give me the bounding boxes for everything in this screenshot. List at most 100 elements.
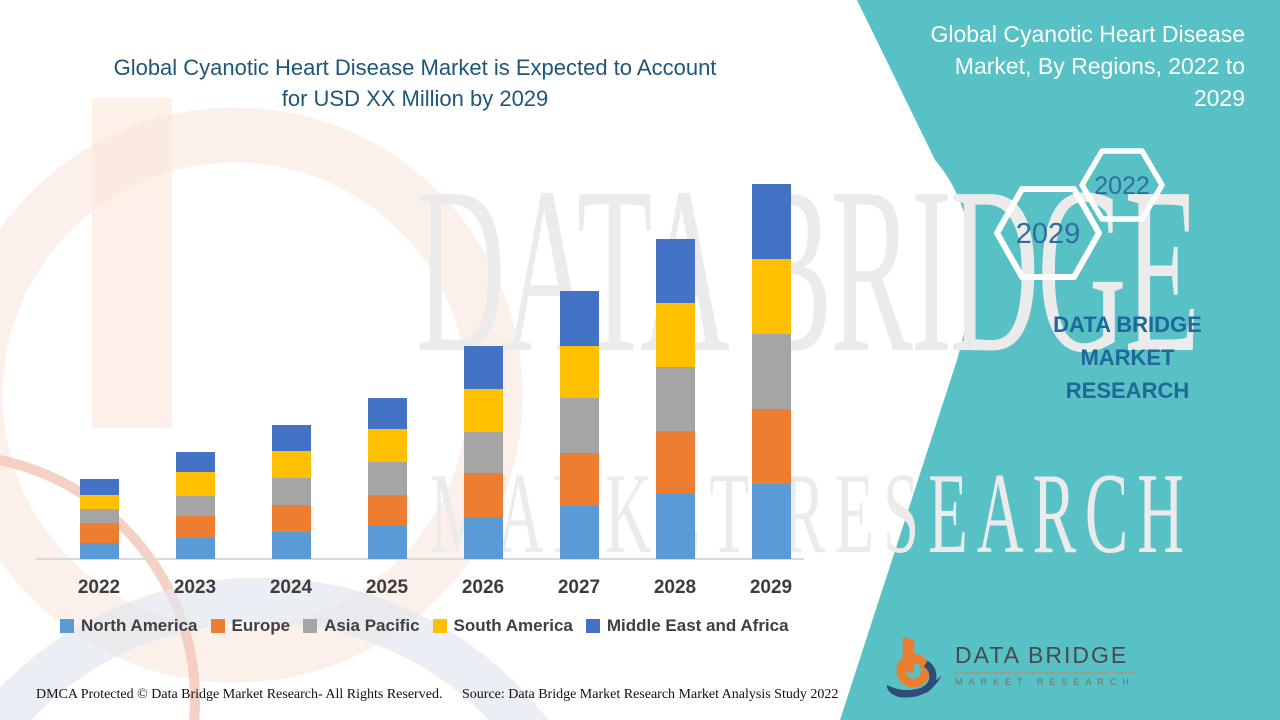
bar-segment	[271, 532, 311, 559]
bar-segment	[559, 291, 599, 346]
legend-label: Europe	[231, 616, 291, 635]
bar-segment	[175, 472, 215, 496]
legend-label: Asia Pacific	[324, 616, 420, 635]
bar-segment	[751, 334, 791, 409]
hexagon-2022	[1079, 148, 1165, 222]
hexagon-2029	[994, 186, 1102, 280]
bar-segment	[367, 398, 407, 429]
bar-segment	[655, 431, 695, 494]
legend-swatch	[210, 619, 225, 633]
bar-segment	[367, 495, 407, 526]
bar-group-2026	[463, 346, 503, 559]
dbmr-logo-icon	[886, 636, 942, 698]
bar-segment	[559, 506, 599, 559]
dbmr-logo-text: DATA BRIDGE MARKET RESEARCH	[955, 642, 1135, 687]
watermark-red-arc	[0, 455, 200, 720]
bar-segment	[271, 478, 311, 505]
bar-group-2027	[559, 291, 599, 559]
legend-label: Middle East and Africa	[606, 616, 789, 635]
legend-swatch	[432, 619, 447, 633]
bar-segment	[79, 523, 119, 543]
bar-group-2024	[271, 425, 311, 559]
legend-item: Europe	[210, 616, 291, 636]
brand-text-line2: RESEARCH	[1065, 378, 1190, 403]
bar-group-2029	[751, 184, 791, 559]
bar-segment	[655, 303, 695, 367]
bar-group-2023	[175, 452, 215, 559]
bar-segment	[463, 389, 503, 432]
x-axis-label: 2026	[461, 577, 505, 598]
legend-label: South America	[453, 616, 573, 635]
footer-dmca-text: DMCA Protected © Data Bridge Market Rese…	[36, 687, 443, 702]
bar-segment	[463, 432, 503, 473]
brand-text-line1: DATA BRIDGE MARKET	[1053, 312, 1202, 370]
bar-segment	[751, 484, 791, 559]
bar-segment	[271, 425, 311, 451]
bar-segment	[559, 453, 599, 506]
x-axis-label: 2028	[653, 577, 697, 598]
hexagon-2029-label: 2029	[1016, 218, 1081, 250]
bar-segment	[271, 451, 311, 478]
bar-segment	[655, 367, 695, 431]
bar-segment	[79, 495, 119, 509]
watermark-gray-arc	[0, 577, 549, 720]
bar-segment	[751, 184, 791, 259]
chart-title-line2: for USD XX Million by 2029	[281, 86, 549, 111]
bar-segment	[463, 473, 503, 517]
bar-segment	[463, 346, 503, 389]
side-panel-title-line3: 2029	[1193, 85, 1245, 111]
legend-label: North America	[81, 616, 198, 635]
x-axis-label: 2022	[77, 577, 121, 598]
bar-segment	[559, 346, 599, 398]
x-axis-label: 2024	[269, 577, 313, 598]
bar-group-2028	[655, 239, 695, 559]
bar-segment	[655, 494, 695, 559]
chart-title: Global Cyanotic Heart Disease Market is …	[40, 52, 790, 114]
side-panel-shape-path	[840, 0, 1280, 720]
dbmr-logo-subtitle: MARKET RESEARCH	[955, 677, 1135, 687]
x-axis-line	[36, 558, 804, 560]
x-axis-label: 2025	[365, 577, 409, 598]
x-axis-label: 2027	[557, 577, 601, 598]
brand-text: DATA BRIDGE MARKET RESEARCH	[1005, 308, 1250, 407]
bar-segment	[559, 398, 599, 453]
x-axis-label: 2023	[173, 577, 217, 598]
bar-segment	[175, 452, 215, 472]
dbmr-logo-name: DATA BRIDGE	[955, 642, 1135, 674]
legend-item: North America	[60, 616, 198, 636]
chart-title-line1: Global Cyanotic Heart Disease Market is …	[113, 55, 717, 80]
side-panel-title-line1: Global Cyanotic Heart Disease	[930, 21, 1245, 47]
legend-swatch	[60, 619, 74, 633]
hexagon-2022-label: 2022	[1094, 172, 1150, 200]
bar-segment	[79, 543, 119, 559]
side-panel-title: Global Cyanotic Heart Disease Market, By…	[895, 18, 1245, 114]
x-axis-label: 2029	[749, 577, 793, 598]
bar-segment	[79, 509, 119, 523]
bar-segment	[367, 429, 407, 462]
bar-segment	[175, 538, 215, 559]
chart-legend: North America Europe Asia Pacific South Ame…	[60, 616, 789, 636]
legend-item: Asia Pacific	[303, 616, 420, 636]
footer-source-text: Source: Data Bridge Market Research Mark…	[462, 687, 839, 702]
side-panel-title-line2: Market, By Regions, 2022 to	[954, 53, 1245, 79]
bar-group-2025	[367, 398, 407, 559]
legend-item: South America	[432, 616, 573, 636]
legend-swatch	[303, 619, 318, 633]
bar-segment	[367, 526, 407, 559]
bar-segment	[79, 479, 119, 495]
bar-segment	[367, 462, 407, 495]
bar-segment	[751, 259, 791, 334]
bar-segment	[463, 517, 503, 559]
legend-swatch	[585, 619, 600, 633]
bar-segment	[175, 516, 215, 538]
bar-segment	[271, 505, 311, 532]
legend-item: Middle East and Africa	[585, 616, 789, 636]
bar-group-2022	[79, 479, 119, 559]
bar-segment	[175, 496, 215, 516]
bar-segment	[655, 239, 695, 303]
bar-segment	[751, 409, 791, 484]
dbmr-logo: DATA BRIDGE MARKET RESEARCH	[885, 632, 1135, 702]
